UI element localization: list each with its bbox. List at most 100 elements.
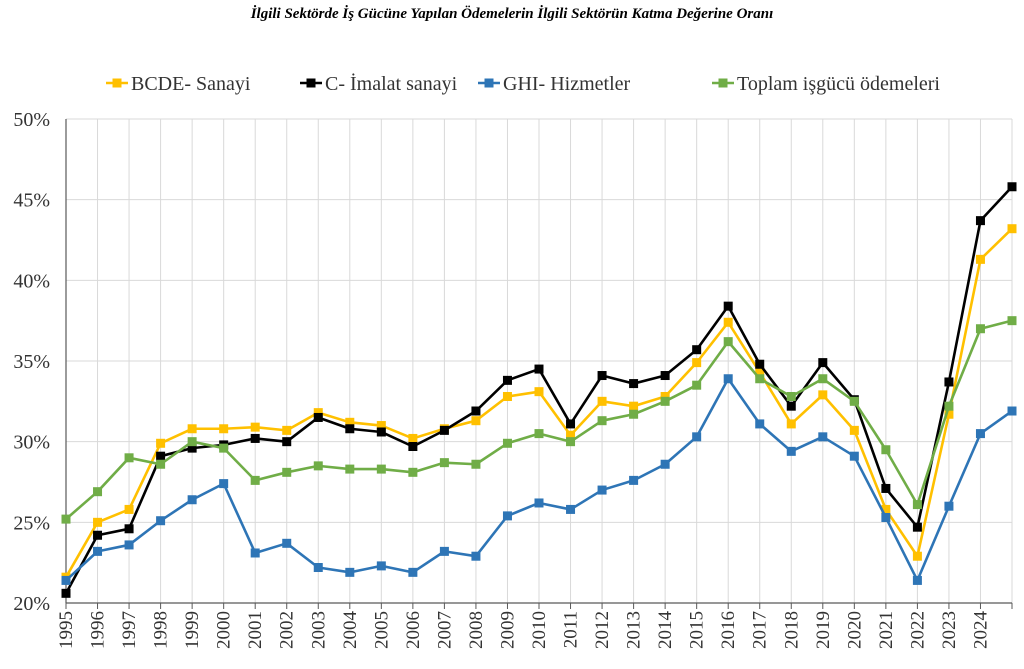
x-tick-label: 1999: [182, 611, 203, 649]
data-point-ghi-hizmetler: [849, 451, 859, 461]
data-point-bcde-sanayi: [93, 517, 103, 527]
data-point-toplam-i-g-c-demeleri: [534, 429, 544, 439]
x-tick-label: 2018: [781, 611, 802, 649]
x-tick-label: 1998: [151, 611, 172, 649]
data-point-c-i-malat-sanayi: [61, 588, 71, 598]
legend-marker: [484, 78, 494, 88]
data-point-c-i-malat-sanayi: [818, 358, 828, 368]
data-point-c-i-malat-sanayi: [250, 433, 260, 443]
data-point-ghi-hizmetler: [723, 374, 733, 384]
legend-marker: [306, 78, 316, 88]
data-point-ghi-hizmetler: [944, 501, 954, 511]
x-tick-label: 2011: [561, 611, 582, 648]
legend-label: Toplam işgücü ödemeleri: [737, 73, 940, 95]
x-tick-label: 1996: [88, 611, 109, 649]
data-point-bcde-sanayi: [881, 504, 891, 514]
y-tick-label: 45%: [13, 190, 50, 212]
y-tick-label: 50%: [13, 109, 50, 131]
data-point-ghi-hizmetler: [692, 432, 702, 442]
data-point-toplam-i-g-c-demeleri: [502, 438, 512, 448]
data-point-c-i-malat-sanayi: [881, 483, 891, 493]
data-point-c-i-malat-sanayi: [345, 424, 355, 434]
data-point-ghi-hizmetler: [818, 432, 828, 442]
data-point-c-i-malat-sanayi: [439, 425, 449, 435]
x-tick-label: 2014: [655, 611, 676, 650]
data-point-bcde-sanayi: [534, 387, 544, 397]
data-point-c-i-malat-sanayi: [502, 375, 512, 385]
x-tick-label: 2006: [403, 611, 424, 649]
data-point-bcde-sanayi: [629, 401, 639, 411]
data-point-ghi-hizmetler: [755, 419, 765, 429]
x-tick-label: 2003: [308, 611, 329, 649]
data-point-toplam-i-g-c-demeleri: [61, 514, 71, 524]
data-point-toplam-i-g-c-demeleri: [408, 467, 418, 477]
data-point-ghi-hizmetler: [93, 546, 103, 556]
data-point-ghi-hizmetler: [219, 479, 229, 489]
data-point-ghi-hizmetler: [597, 485, 607, 495]
data-point-toplam-i-g-c-demeleri: [723, 337, 733, 347]
data-point-toplam-i-g-c-demeleri: [692, 380, 702, 390]
legend-label: BCDE- Sanayi: [131, 73, 251, 95]
data-point-bcde-sanayi: [345, 417, 355, 427]
x-tick-label: 2017: [750, 611, 771, 649]
data-point-toplam-i-g-c-demeleri: [282, 467, 292, 477]
data-point-c-i-malat-sanayi: [723, 301, 733, 311]
data-point-c-i-malat-sanayi: [944, 377, 954, 387]
x-tick-label: 2007: [434, 611, 455, 649]
x-tick-label: 2000: [214, 611, 235, 649]
data-point-c-i-malat-sanayi: [282, 437, 292, 447]
x-tick-label: 2024: [970, 611, 991, 650]
data-point-ghi-hizmetler: [975, 429, 985, 439]
data-point-toplam-i-g-c-demeleri: [597, 416, 607, 426]
data-point-c-i-malat-sanayi: [692, 345, 702, 355]
x-tick-label: 1997: [119, 611, 140, 649]
data-point-bcde-sanayi: [755, 367, 765, 377]
x-tick-label: 2023: [939, 611, 960, 649]
data-point-toplam-i-g-c-demeleri: [156, 459, 166, 469]
data-point-ghi-hizmetler: [1007, 406, 1017, 416]
data-point-c-i-malat-sanayi: [187, 443, 197, 453]
data-point-c-i-malat-sanayi: [376, 427, 386, 437]
data-point-bcde-sanayi: [944, 409, 954, 419]
data-point-c-i-malat-sanayi: [471, 406, 481, 416]
x-tick-label: 2001: [245, 611, 266, 649]
data-point-bcde-sanayi: [471, 416, 481, 426]
data-point-toplam-i-g-c-demeleri: [849, 396, 859, 406]
x-tick-label: 2002: [277, 611, 298, 649]
data-point-bcde-sanayi: [597, 396, 607, 406]
data-point-bcde-sanayi: [975, 254, 985, 264]
data-point-ghi-hizmetler: [502, 511, 512, 521]
x-tick-label: 2020: [844, 611, 865, 649]
data-point-ghi-hizmetler: [250, 548, 260, 558]
data-point-ghi-hizmetler: [156, 516, 166, 526]
data-point-bcde-sanayi: [502, 391, 512, 401]
data-point-ghi-hizmetler: [912, 575, 922, 585]
data-point-ghi-hizmetler: [439, 546, 449, 556]
data-point-c-i-malat-sanayi: [156, 451, 166, 461]
data-point-c-i-malat-sanayi: [629, 379, 639, 389]
data-point-c-i-malat-sanayi: [786, 401, 796, 411]
data-point-bcde-sanayi: [566, 430, 576, 440]
x-tick-label: 2021: [876, 611, 897, 649]
data-point-ghi-hizmetler: [345, 567, 355, 577]
data-point-ghi-hizmetler: [471, 551, 481, 561]
data-point-toplam-i-g-c-demeleri: [376, 464, 386, 474]
y-tick-label: 30%: [13, 432, 50, 454]
data-point-c-i-malat-sanayi: [566, 419, 576, 429]
x-tick-label: 2022: [907, 611, 928, 649]
data-point-toplam-i-g-c-demeleri: [471, 459, 481, 469]
x-tick-label: 2009: [497, 611, 518, 649]
data-point-c-i-malat-sanayi: [755, 359, 765, 369]
x-tick-label: 2008: [466, 611, 487, 649]
data-point-toplam-i-g-c-demeleri: [124, 453, 134, 463]
data-point-ghi-hizmetler: [61, 575, 71, 585]
data-point-bcde-sanayi: [156, 438, 166, 448]
data-point-toplam-i-g-c-demeleri: [881, 445, 891, 455]
data-point-toplam-i-g-c-demeleri: [313, 461, 323, 471]
data-point-c-i-malat-sanayi: [93, 530, 103, 540]
legend-label: GHI- Hizmetler: [503, 73, 631, 95]
data-point-bcde-sanayi: [818, 390, 828, 400]
data-point-toplam-i-g-c-demeleri: [566, 437, 576, 447]
data-point-bcde-sanayi: [219, 424, 229, 434]
